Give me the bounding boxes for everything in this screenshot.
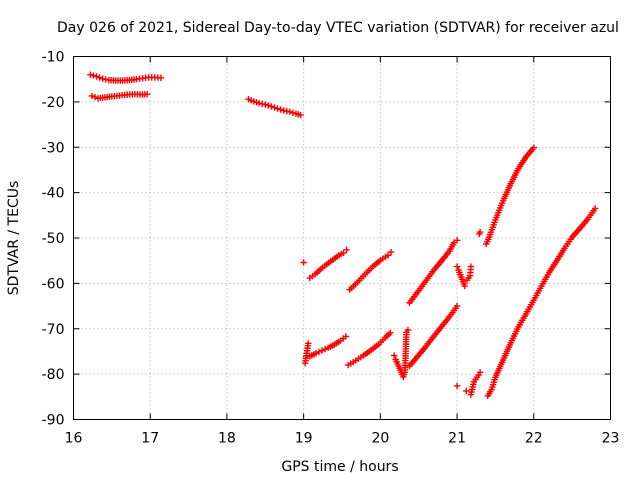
x-tick-label: 18 (218, 431, 236, 447)
x-tick-label: 16 (65, 431, 83, 447)
data-point (343, 246, 350, 253)
data-point (453, 237, 461, 244)
data-point (321, 345, 329, 353)
y-tick-label: -30 (42, 140, 65, 156)
data-point (340, 249, 347, 257)
data-point (453, 302, 461, 310)
grid-lines (73, 56, 611, 420)
y-tick-label: -80 (42, 367, 65, 383)
data-point (384, 252, 392, 259)
x-axis-label: GPS time / hours (281, 459, 398, 475)
data-point (90, 72, 97, 79)
data-point (262, 101, 269, 108)
y-tick-label: -40 (42, 186, 65, 202)
data-point (591, 205, 599, 212)
data-point (315, 348, 323, 356)
data-point (342, 333, 350, 340)
data-point (476, 228, 484, 236)
data-point (461, 282, 468, 290)
data-point (91, 93, 99, 101)
axis-ticks (73, 56, 611, 420)
data-point (387, 329, 394, 337)
y-tick-label: -50 (42, 231, 65, 247)
x-tick-label: 17 (141, 431, 159, 447)
data-point (88, 92, 96, 100)
data-point (271, 104, 278, 111)
data-point (387, 248, 395, 256)
x-tick-label: 21 (448, 431, 466, 447)
data-point (289, 109, 297, 116)
data-point (297, 111, 304, 119)
data-point (286, 108, 294, 116)
y-tick-label: -90 (42, 413, 65, 429)
data-point (467, 263, 475, 270)
data-point (390, 352, 398, 359)
data-point (157, 74, 165, 82)
data-point (268, 103, 275, 110)
x-tick-label: 20 (371, 431, 389, 447)
data-point (305, 340, 312, 347)
data-point (274, 105, 281, 112)
x-tick-label: 19 (295, 431, 313, 447)
data-point (530, 144, 537, 151)
data-point (312, 350, 320, 357)
data-point (476, 369, 484, 376)
data-point (318, 347, 326, 354)
data-point (404, 326, 412, 334)
y-tick-label: -10 (42, 50, 65, 66)
y-axis-tick-labels: -10 -20 -30 -40 -50 -60 -70 -80 -90 (42, 50, 65, 429)
data-point (300, 259, 307, 266)
data-point (453, 382, 461, 390)
x-axis-tick-labels: 16 17 18 19 20 21 22 23 (65, 431, 620, 447)
data-point (265, 102, 272, 109)
data-point (277, 106, 284, 113)
data-point (143, 90, 151, 98)
chart-title: Day 026 of 2021, Sidereal Day-to-day VTE… (57, 20, 619, 36)
y-tick-label: -70 (42, 322, 65, 338)
data-point (463, 387, 470, 395)
data-points (87, 71, 599, 400)
data-point (87, 71, 94, 78)
data-point (93, 73, 100, 80)
x-tick-label: 23 (602, 431, 620, 447)
y-tick-label: -60 (42, 276, 65, 292)
data-point (453, 263, 461, 270)
data-point (96, 74, 103, 81)
y-tick-label: -20 (42, 95, 65, 111)
x-tick-label: 22 (525, 431, 543, 447)
y-axis-label: SDTVAR / TECUs (6, 181, 22, 296)
